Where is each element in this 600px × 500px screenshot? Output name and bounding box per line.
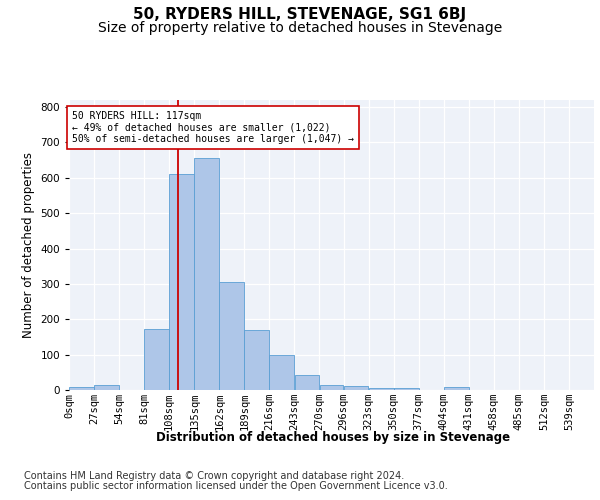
Y-axis label: Number of detached properties: Number of detached properties xyxy=(22,152,35,338)
Bar xyxy=(220,282,244,390)
Bar xyxy=(320,384,343,390)
Bar xyxy=(244,330,269,390)
Bar xyxy=(269,354,294,390)
Bar xyxy=(394,388,419,390)
Text: 50 RYDERS HILL: 117sqm
← 49% of detached houses are smaller (1,022)
50% of semi-: 50 RYDERS HILL: 117sqm ← 49% of detached… xyxy=(72,110,354,144)
Bar xyxy=(344,386,368,390)
Bar xyxy=(144,329,169,390)
Bar xyxy=(369,388,394,390)
Text: Contains public sector information licensed under the Open Government Licence v3: Contains public sector information licen… xyxy=(24,481,448,491)
Text: Contains HM Land Registry data © Crown copyright and database right 2024.: Contains HM Land Registry data © Crown c… xyxy=(24,471,404,481)
Bar xyxy=(169,174,194,390)
Text: Size of property relative to detached houses in Stevenage: Size of property relative to detached ho… xyxy=(98,21,502,35)
Bar xyxy=(295,375,319,390)
Text: 50, RYDERS HILL, STEVENAGE, SG1 6BJ: 50, RYDERS HILL, STEVENAGE, SG1 6BJ xyxy=(133,8,467,22)
Bar xyxy=(194,158,219,390)
Bar xyxy=(69,387,94,390)
Text: Distribution of detached houses by size in Stevenage: Distribution of detached houses by size … xyxy=(156,431,510,444)
Bar xyxy=(94,384,119,390)
Bar xyxy=(444,387,469,390)
